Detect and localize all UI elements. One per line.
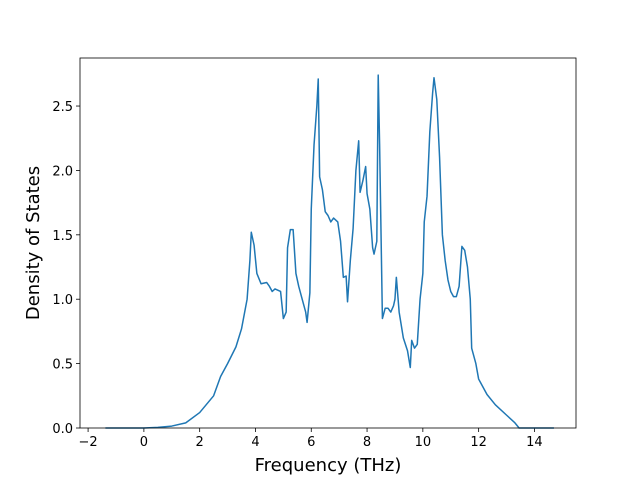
x-tick-label: 0 (140, 435, 148, 450)
y-tick-label: 2.5 (52, 100, 73, 115)
y-tick-label: 1.5 (52, 229, 73, 244)
dos-line (105, 74, 554, 429)
x-tick-label: 6 (307, 435, 315, 450)
x-tick-label: 8 (363, 435, 371, 450)
y-tick-label: 2.0 (52, 164, 73, 179)
x-tick-label: 10 (415, 435, 432, 450)
y-tick-label: 0.0 (52, 422, 73, 437)
x-tick-label: 12 (470, 435, 487, 450)
x-tick-label: 2 (196, 435, 204, 450)
plot-frame (79, 57, 577, 429)
y-axis-label: Density of States (23, 166, 44, 320)
x-tick-label: −2 (79, 435, 98, 450)
y-tick-label: 1.0 (52, 293, 73, 308)
y-tick-label: 0.5 (52, 358, 73, 373)
x-tick-label: 14 (526, 435, 543, 450)
x-tick-label: 4 (251, 435, 259, 450)
x-axis-label: Frequency (THz) (255, 455, 402, 476)
